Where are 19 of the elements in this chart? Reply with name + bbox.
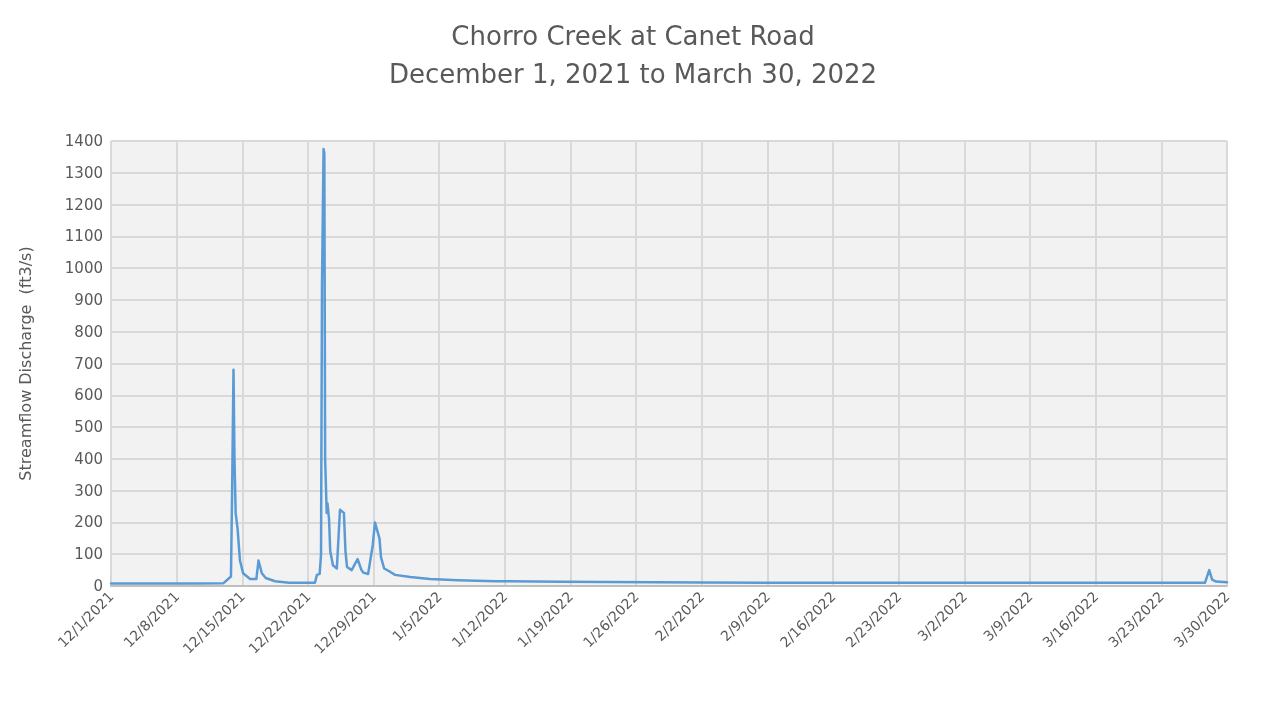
y-tick-label: 400: [74, 449, 103, 468]
y-tick-label: 1200: [64, 195, 103, 214]
y-tick-label: 200: [74, 513, 103, 532]
y-tick-label: 1300: [64, 163, 103, 182]
y-tick-label: 800: [74, 322, 103, 341]
y-tick-label: 1000: [64, 259, 103, 278]
y-axis-title: Streamflow Discharge (ft3/s): [15, 246, 35, 481]
chart-title: Chorro Creek at Canet Road: [451, 21, 815, 51]
y-tick-label: 900: [74, 290, 103, 309]
y-tick-label: 0: [93, 577, 103, 595]
y-tick-label: 100: [74, 545, 103, 564]
line-series: [109, 147, 1229, 585]
y-tick-label: 600: [74, 386, 103, 405]
chart-subtitle: December 1, 2021 to March 30, 2022: [388, 59, 878, 89]
y-tick-label: 1100: [64, 227, 103, 246]
y-tick-label: 300: [74, 481, 103, 500]
y-tick-label: 700: [74, 354, 103, 373]
y-tick-label: 1400: [64, 132, 103, 150]
y-tick-label: 500: [74, 418, 103, 437]
